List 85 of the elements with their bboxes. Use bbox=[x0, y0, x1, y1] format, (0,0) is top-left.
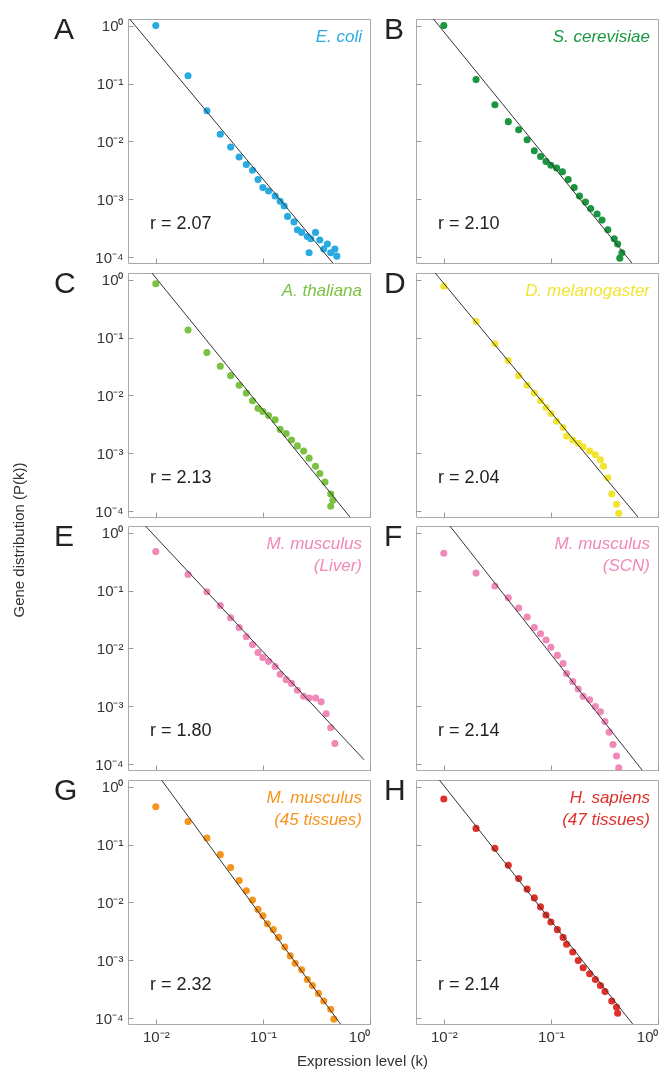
x-tick-label: 10⁻¹ bbox=[538, 1027, 565, 1045]
text: A bbox=[54, 12, 75, 45]
annotation: r = 2.13 bbox=[150, 467, 212, 487]
annotation: D. melanogaster bbox=[525, 281, 652, 300]
y-tick-label: 10⁻⁴ bbox=[95, 755, 124, 773]
y-tick-label: 10⁻³ bbox=[96, 444, 124, 462]
y-tick-label: 10⁻¹ bbox=[96, 836, 124, 854]
x-axis-title: Expression level (k) bbox=[296, 1052, 429, 1069]
point bbox=[317, 698, 325, 706]
point bbox=[300, 447, 308, 455]
y-axis-title: Gene distribution (P(k)) bbox=[9, 462, 27, 618]
y-tick-label: 10⁻¹ bbox=[96, 582, 124, 600]
annotation: M. musculus (Liver) bbox=[266, 534, 363, 575]
text: B bbox=[384, 12, 405, 45]
x-tick-label: 10⁰ bbox=[348, 1027, 371, 1045]
y-tick-label: 10⁻¹ bbox=[96, 75, 124, 93]
point bbox=[542, 636, 550, 644]
x-tick-label: 10⁻¹ bbox=[250, 1027, 277, 1045]
annotation: r = 2.07 bbox=[150, 213, 212, 233]
annotation: M. musculus (SCN) bbox=[554, 534, 651, 575]
y-tick-label: 10⁰ bbox=[101, 524, 124, 542]
y-tick-label: 10⁻² bbox=[96, 893, 124, 911]
point bbox=[287, 436, 296, 444]
annotation: r = 2.14 bbox=[438, 974, 500, 994]
annotation: M. musculus (45 tissues) bbox=[266, 788, 363, 829]
x-tick-label: 10⁻² bbox=[430, 1027, 458, 1045]
point bbox=[558, 168, 566, 176]
text: F bbox=[384, 519, 403, 552]
y-tick-label: 10⁻² bbox=[96, 132, 124, 150]
annotation: r = 1.80 bbox=[150, 720, 212, 740]
y-tick-label: 10⁻³ bbox=[96, 190, 124, 208]
point bbox=[596, 708, 604, 716]
y-tick-label: 10⁰ bbox=[101, 17, 124, 35]
point bbox=[579, 964, 587, 972]
point bbox=[311, 694, 320, 702]
text: E bbox=[54, 519, 75, 552]
annotation: A. thaliana bbox=[280, 281, 362, 300]
point bbox=[259, 653, 267, 661]
point bbox=[559, 660, 567, 668]
point bbox=[305, 454, 313, 462]
point bbox=[530, 624, 538, 632]
y-tick-label: 10⁻³ bbox=[96, 951, 124, 969]
point bbox=[316, 470, 324, 478]
point bbox=[523, 613, 531, 621]
point bbox=[574, 956, 582, 964]
point bbox=[293, 442, 301, 450]
point bbox=[598, 216, 606, 224]
point bbox=[593, 210, 601, 218]
y-tick-label: 10⁻³ bbox=[96, 697, 124, 715]
text: C bbox=[54, 266, 76, 299]
point bbox=[254, 649, 262, 657]
x-tick-label: 10⁻² bbox=[142, 1027, 170, 1045]
point bbox=[271, 416, 279, 424]
annotation: r = 2.04 bbox=[438, 467, 500, 487]
point bbox=[235, 876, 243, 884]
point bbox=[591, 702, 599, 710]
y-tick-label: 10⁻² bbox=[96, 386, 124, 404]
y-tick-label: 10⁻² bbox=[96, 639, 124, 657]
point bbox=[553, 651, 561, 659]
point bbox=[564, 176, 572, 184]
point bbox=[242, 887, 250, 895]
annotation: H. sapiens (47 tissues) bbox=[562, 788, 651, 829]
point bbox=[235, 381, 243, 389]
point bbox=[322, 710, 330, 718]
point bbox=[536, 630, 545, 638]
y-tick-label: 10⁻¹ bbox=[96, 329, 124, 347]
point bbox=[523, 136, 531, 144]
y-tick-label: 10⁻⁴ bbox=[95, 1009, 124, 1027]
x-tick-label: 10⁰ bbox=[636, 1027, 659, 1045]
annotation: S. cerevisiae bbox=[552, 27, 650, 46]
point bbox=[530, 147, 538, 155]
annotation: E. coli bbox=[315, 27, 364, 46]
y-tick-label: 10⁰ bbox=[101, 271, 124, 289]
annotation: r = 2.10 bbox=[438, 213, 500, 233]
annotation: r = 2.14 bbox=[438, 720, 500, 740]
annotation: r = 2.32 bbox=[150, 974, 212, 994]
point bbox=[311, 462, 320, 470]
point bbox=[547, 643, 555, 651]
text: G bbox=[54, 773, 78, 806]
point bbox=[536, 153, 545, 161]
text: D bbox=[384, 266, 406, 299]
y-tick-label: 10⁻⁴ bbox=[95, 248, 124, 266]
y-tick-label: 10⁰ bbox=[101, 778, 124, 796]
y-tick-label: 10⁻⁴ bbox=[95, 502, 124, 520]
text: H bbox=[384, 773, 406, 806]
